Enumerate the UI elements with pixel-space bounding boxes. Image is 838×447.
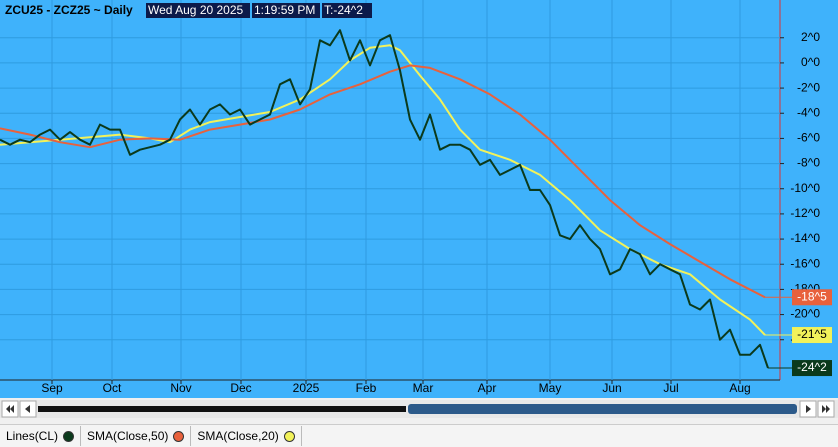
- legend-label: SMA(Close,20): [197, 429, 279, 443]
- last-value-box: [792, 327, 832, 344]
- x-tick-label: Dec: [230, 381, 251, 395]
- x-tick-label: Sep: [41, 381, 63, 395]
- series-line: [0, 64, 766, 299]
- legend-label: SMA(Close,50): [87, 429, 169, 443]
- time: 1:19:59 PM: [254, 3, 315, 17]
- last-value-box: [792, 289, 832, 306]
- last-value-box: [792, 360, 832, 377]
- x-tick-label: 2025: [293, 381, 320, 395]
- y-tick-label: -8^0: [797, 156, 820, 170]
- series-line: [0, 29, 769, 369]
- y-tick-label: -16^0: [790, 256, 820, 270]
- y-tick-label: -6^0: [797, 131, 820, 145]
- y-tick-label: -20^0: [790, 307, 820, 321]
- x-tick-label: Mar: [413, 381, 434, 395]
- legend-item[interactable]: SMA(Close,50): [81, 426, 192, 446]
- last-value-label: -21^5: [797, 327, 827, 341]
- x-tick-label: Apr: [478, 381, 497, 395]
- x-tick-label: Feb: [356, 381, 377, 395]
- date: Wed Aug 20 2025: [148, 3, 244, 17]
- time-box: [252, 3, 320, 18]
- legend-swatch: [63, 430, 75, 442]
- legend: Lines(CL) SMA(Close,50) SMA(Close,20): [0, 424, 838, 447]
- legend-swatch: [283, 430, 295, 442]
- x-tick-label: Jun: [602, 381, 621, 395]
- x-tick-label: Nov: [170, 381, 191, 395]
- y-tick-label: -14^0: [790, 231, 820, 245]
- scroll-thumb[interactable]: [408, 404, 797, 414]
- last-value-label: -18^5: [797, 289, 827, 303]
- y-tick-label: -10^0: [790, 181, 820, 195]
- last-value-label: -24^2: [797, 360, 827, 374]
- date-box: [146, 3, 250, 18]
- legend-swatch: [173, 430, 185, 442]
- last-box: [322, 3, 372, 18]
- legend-item[interactable]: SMA(Close,20): [191, 426, 302, 446]
- chart: Sep Oct Nov Dec 2025 Feb Mar Apr May Jun Jul Aug 2^0…: [0, 0, 838, 418]
- x-tick-label: Jul: [663, 381, 678, 395]
- y-tick-label: 2^0: [801, 30, 820, 44]
- x-tick-label: Aug: [729, 381, 750, 395]
- scroll-track[interactable]: [38, 406, 406, 412]
- scrollbar: [0, 400, 838, 418]
- y-tick-label: -12^0: [790, 206, 820, 220]
- y-tick-label: 0^0: [801, 55, 820, 69]
- legend-label: Lines(CL): [6, 429, 59, 443]
- y-tick-label: -2^0: [797, 80, 820, 94]
- y-tick-label: -4^0: [797, 105, 820, 119]
- x-tick-label: May: [539, 381, 562, 395]
- chart-background: [0, 0, 838, 398]
- legend-item[interactable]: Lines(CL): [0, 426, 82, 446]
- last-price: T:-24^2: [324, 3, 363, 17]
- x-tick-label: Oct: [103, 381, 122, 395]
- chart-title: ZCU25 - ZCZ25 ~ Daily: [5, 3, 133, 17]
